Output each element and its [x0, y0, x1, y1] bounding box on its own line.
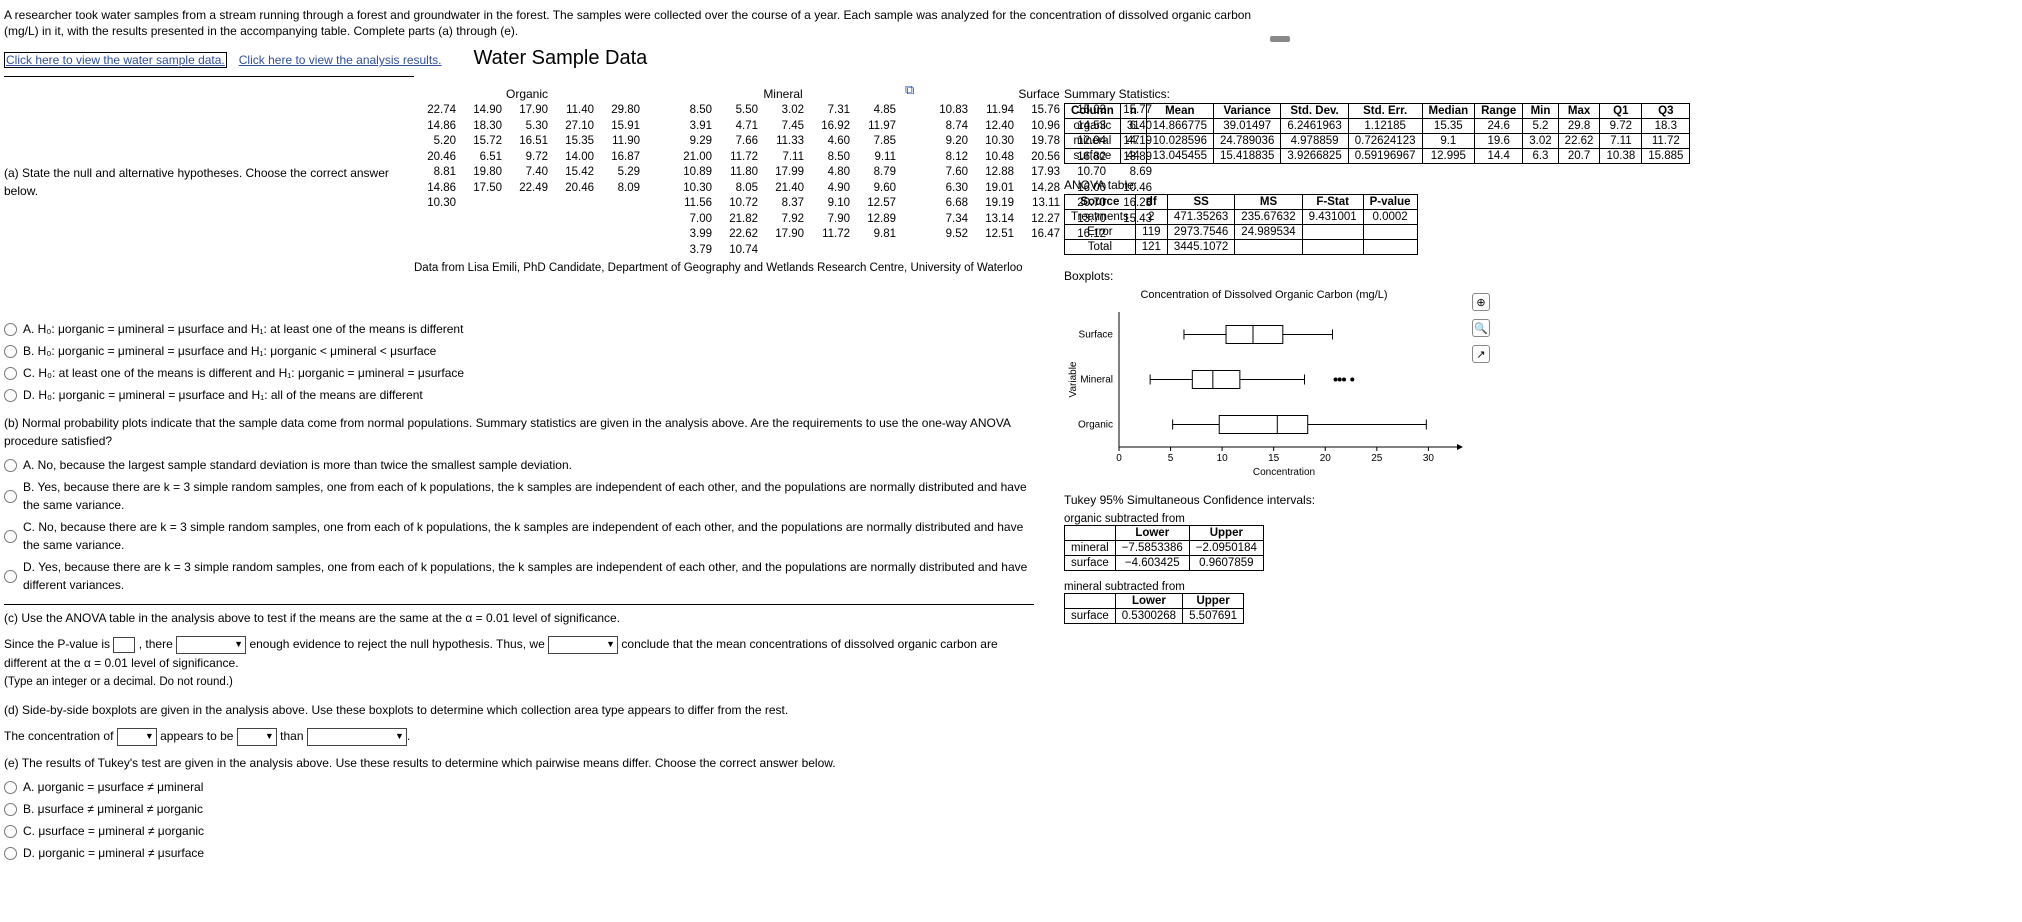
svg-text:10: 10 — [1217, 453, 1229, 464]
qb-option-d: D. Yes, because there are k = 3 simple r… — [23, 558, 1034, 594]
tukey-table-2: LowerUppersurface0.53002685.507691 — [1064, 593, 1244, 624]
qc-text-3: enough evidence to reject the null hypot… — [249, 637, 548, 651]
qa-prompt: (a) State the null and alternative hypot… — [4, 164, 414, 200]
qe-option-b-radio[interactable] — [4, 803, 17, 816]
intro-text: A researcher took water samples from a s… — [4, 8, 1254, 39]
anova-title: ANOVA table: — [1064, 178, 2004, 192]
qb-option-b-radio[interactable] — [4, 490, 17, 503]
qa-option-d: D. H₀: μorganic = μmineral = μsurface an… — [23, 386, 423, 404]
qb-option-c: C. No, because there are k = 3 simple ra… — [23, 518, 1034, 554]
qa-option-a: A. H₀: μorganic = μmineral = μsurface an… — [23, 320, 463, 338]
summary-table: ColumnnMeanVarianceStd. Dev.Std. Err.Med… — [1064, 103, 1690, 164]
qa-option-c: C. H₀: at least one of the means is diff… — [23, 364, 464, 382]
qd-text-1: The concentration of — [4, 729, 117, 743]
tukey-t1-label: organic subtracted from — [1064, 513, 2004, 525]
link-analysis-results[interactable]: Click here to view the analysis results. — [239, 53, 442, 67]
tukey-title: Tukey 95% Simultaneous Confidence interv… — [1064, 493, 2004, 507]
boxplot-chart: Concentration of Dissolved Organic Carbo… — [1064, 289, 1464, 479]
mineral-values: 8.505.503.027.314.853.914.717.4516.9211.… — [670, 103, 896, 258]
qa-option-b-radio[interactable] — [4, 345, 17, 358]
svg-text:15: 15 — [1268, 453, 1280, 464]
qd-others-dropdown[interactable] — [307, 728, 407, 746]
qe-option-d-radio[interactable] — [4, 847, 17, 860]
qb-option-b: B. Yes, because there are k = 3 simple r… — [23, 478, 1034, 514]
panel-title: Water Sample Data — [474, 47, 648, 70]
qe-option-a-radio[interactable] — [4, 781, 17, 794]
qb-option-a: A. No, because the largest sample standa… — [23, 456, 572, 474]
mineral-header: Mineral — [670, 87, 896, 101]
anova-table: SourcedfSSMSF-StatP-valueTreatments2471.… — [1064, 194, 1418, 255]
qc-pvalue-input[interactable] — [113, 637, 135, 653]
qc-prompt: (c) Use the ANOVA table in the analysis … — [4, 609, 1034, 627]
svg-text:30: 30 — [1423, 453, 1435, 464]
qa-option-c-radio[interactable] — [4, 367, 17, 380]
tukey-t2-label: mineral subtracted from — [1064, 581, 2004, 593]
svg-text:25: 25 — [1371, 453, 1383, 464]
qe-option-a: A. μorganic = μsurface ≠ μmineral — [23, 778, 203, 796]
qd-prompt: (d) Side-by-side boxplots are given in t… — [4, 701, 1034, 719]
qe-option-b: B. μsurface ≠ μmineral ≠ μorganic — [23, 800, 203, 818]
qa-option-a-radio[interactable] — [4, 323, 17, 336]
qa-option-b: B. H₀: μorganic = μmineral = μsurface an… — [23, 342, 436, 360]
qe-prompt: (e) The results of Tukey's test are give… — [4, 754, 1034, 772]
divider-2 — [4, 604, 1034, 605]
svg-text:0: 0 — [1116, 453, 1122, 464]
qc-text-1: Since the P-value is — [4, 637, 113, 651]
svg-text:20: 20 — [1320, 453, 1332, 464]
qa-option-d-radio[interactable] — [4, 389, 17, 402]
zoom-in-icon[interactable]: ⊕ — [1472, 293, 1490, 311]
svg-text:5: 5 — [1168, 453, 1174, 464]
tukey-table-1: LowerUppermineral−7.5853386−2.0950184sur… — [1064, 525, 1264, 571]
svg-text:Organic: Organic — [1078, 420, 1113, 431]
qb-option-a-radio[interactable] — [4, 459, 17, 472]
organic-values: 22.7414.9017.9011.4029.8014.8618.305.302… — [414, 103, 640, 212]
data-credit: Data from Lisa Emili, PhD Candidate, Dep… — [414, 262, 1034, 274]
qe-option-c-radio[interactable] — [4, 825, 17, 838]
boxplot-title: Concentration of Dissolved Organic Carbo… — [1064, 289, 1464, 301]
copy-icon[interactable]: ⧉ — [905, 82, 914, 98]
boxplots-label: Boxplots: — [1064, 269, 2004, 283]
svg-text:Surface: Surface — [1079, 330, 1114, 341]
external-link-icon[interactable]: ↗ — [1472, 345, 1490, 363]
qc-conclude-dropdown[interactable] — [548, 636, 618, 654]
water-sample-data: Organic 22.7414.9017.9011.4029.8014.8618.… — [414, 87, 1034, 274]
svg-text:Mineral: Mineral — [1080, 375, 1113, 386]
organic-header: Organic — [414, 87, 640, 101]
qc-there-dropdown[interactable] — [176, 636, 246, 654]
qd-direction-dropdown[interactable] — [237, 728, 277, 746]
qc-instruction: (Type an integer or a decimal. Do not ro… — [4, 674, 1034, 691]
qb-option-c-radio[interactable] — [4, 530, 17, 543]
qe-option-d: D. μorganic = μmineral ≠ μsurface — [23, 844, 204, 862]
svg-text:Concentration: Concentration — [1253, 467, 1315, 477]
window-grab-handle[interactable] — [1270, 36, 1290, 42]
qb-prompt: (b) Normal probability plots indicate th… — [4, 414, 1034, 450]
qc-text-2: , there — [139, 637, 176, 651]
qb-option-d-radio[interactable] — [4, 570, 17, 583]
divider-1 — [4, 76, 414, 77]
svg-text:Variable: Variable — [1068, 361, 1079, 397]
qd-text-3: than — [280, 729, 307, 743]
qd-text-2: appears to be — [160, 729, 237, 743]
link-sample-data[interactable]: Click here to view the water sample data… — [4, 52, 227, 68]
summary-title: Summary Statistics: — [1064, 87, 2004, 101]
qe-option-c: C. μsurface = μmineral ≠ μorganic — [23, 822, 204, 840]
qd-group-dropdown[interactable] — [117, 728, 157, 746]
zoom-icon[interactable]: 🔍 — [1472, 319, 1490, 337]
